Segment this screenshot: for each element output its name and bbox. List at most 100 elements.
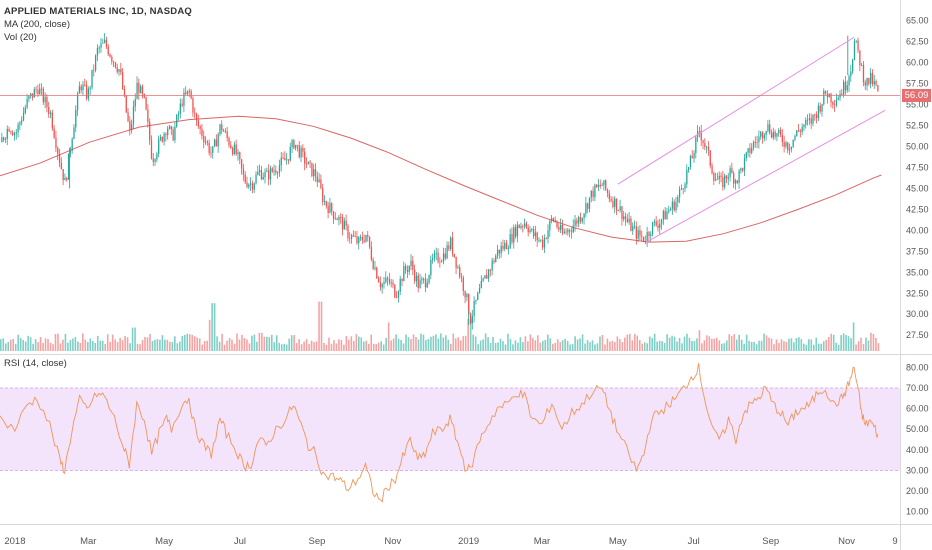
volume-bar (728, 334, 731, 351)
volume-bar (228, 338, 231, 351)
candle-body (318, 179, 320, 183)
candle-body (525, 223, 528, 228)
volume-bar (355, 334, 358, 351)
volume-bar (104, 343, 107, 351)
candle-body (405, 266, 407, 271)
volume-bar (696, 338, 698, 351)
candle-body (199, 126, 201, 129)
candle-body (80, 86, 82, 91)
candle-body (185, 92, 187, 94)
volume-bar (571, 344, 574, 351)
volume-bar (459, 340, 462, 351)
candle-body (93, 69, 95, 71)
volume-bar (340, 340, 343, 351)
candle-body (84, 84, 86, 86)
volume-bar (251, 335, 253, 351)
candle-body (376, 267, 378, 279)
channel-upper-line[interactable] (617, 36, 855, 185)
candle-body (830, 93, 832, 103)
volume-bar (755, 344, 758, 351)
candle-body (372, 259, 374, 269)
candle-body (145, 97, 147, 110)
candle-body (141, 86, 144, 95)
candle-body (459, 267, 461, 277)
candle-body (73, 127, 75, 139)
volume-bar (226, 340, 228, 351)
time-tick-label: Sep (309, 536, 326, 547)
candle-body (765, 130, 767, 136)
candle-body (6, 128, 8, 139)
candle-body (756, 142, 758, 143)
candle-body (642, 236, 645, 242)
volume-bar (283, 343, 286, 351)
volume-bar (275, 335, 278, 351)
volume-bar (507, 333, 509, 351)
volume-bar (253, 334, 256, 351)
candle-body (698, 130, 701, 132)
candle-body (51, 112, 54, 129)
candle-body (563, 231, 565, 234)
candle-body (177, 113, 180, 116)
rsi-tick-label: 70.00 (906, 383, 929, 393)
volume-bar (94, 343, 97, 351)
volume-bar (633, 333, 636, 351)
price-tick-label: 47.50 (906, 162, 929, 172)
volume-bar (822, 341, 825, 351)
volume-bar (278, 342, 281, 351)
time-tick-label: Jul (234, 536, 246, 547)
volume-bar (693, 340, 696, 351)
candle-body (228, 137, 230, 146)
candle-body (570, 231, 573, 233)
candle-body (412, 260, 414, 270)
rsi-tick-label: 50.00 (906, 424, 929, 434)
volume-bar (350, 336, 353, 351)
price-tick-label: 35.00 (906, 267, 929, 277)
volume-bar (532, 337, 534, 351)
candle-body (408, 265, 410, 272)
candle-body (446, 245, 448, 259)
volume-bar (420, 333, 422, 351)
price-tick-label: 45.00 (906, 183, 929, 193)
volume-bar (400, 339, 402, 351)
candle-body (630, 218, 632, 231)
candle-body (268, 170, 270, 180)
candle-body (275, 170, 277, 173)
candle-body (174, 126, 176, 141)
candle-body (758, 136, 760, 143)
volume-bar (395, 334, 397, 351)
candle-body (204, 141, 207, 143)
candle-body (379, 282, 382, 288)
chart-title: APPLIED MATERIALS INC, 1D, NASDAQ (4, 6, 192, 17)
rsi-tick-label: 30.00 (906, 465, 929, 475)
volume-bar (318, 301, 320, 351)
candle-body (66, 177, 68, 180)
channel-lower-line[interactable] (646, 109, 886, 243)
volume-bar (19, 338, 22, 351)
candle-body (610, 199, 612, 201)
volume-bar (233, 343, 236, 351)
candle-body (621, 206, 623, 220)
candle-body (311, 162, 313, 177)
rsi-legend: RSI (14, close) (4, 358, 67, 369)
volume-bar (484, 333, 487, 351)
candle-body (545, 238, 547, 239)
candle-body (415, 275, 418, 282)
candle-body (293, 140, 295, 149)
volume-bar (12, 338, 15, 351)
candle-body (21, 120, 23, 123)
volume-bar (773, 344, 775, 351)
volume-bar (524, 336, 527, 351)
time-tick-label: May (609, 536, 627, 547)
candle-body (210, 152, 212, 154)
candle-body (738, 170, 740, 183)
candle-body (680, 188, 683, 190)
volume-bar (599, 336, 601, 351)
candle-body (785, 142, 787, 147)
volume-bar (367, 343, 370, 351)
volume-bar (616, 336, 619, 351)
candle-body (718, 175, 720, 180)
volume-bar (440, 333, 442, 351)
volume-bar (124, 336, 126, 351)
candle-body (167, 128, 169, 136)
